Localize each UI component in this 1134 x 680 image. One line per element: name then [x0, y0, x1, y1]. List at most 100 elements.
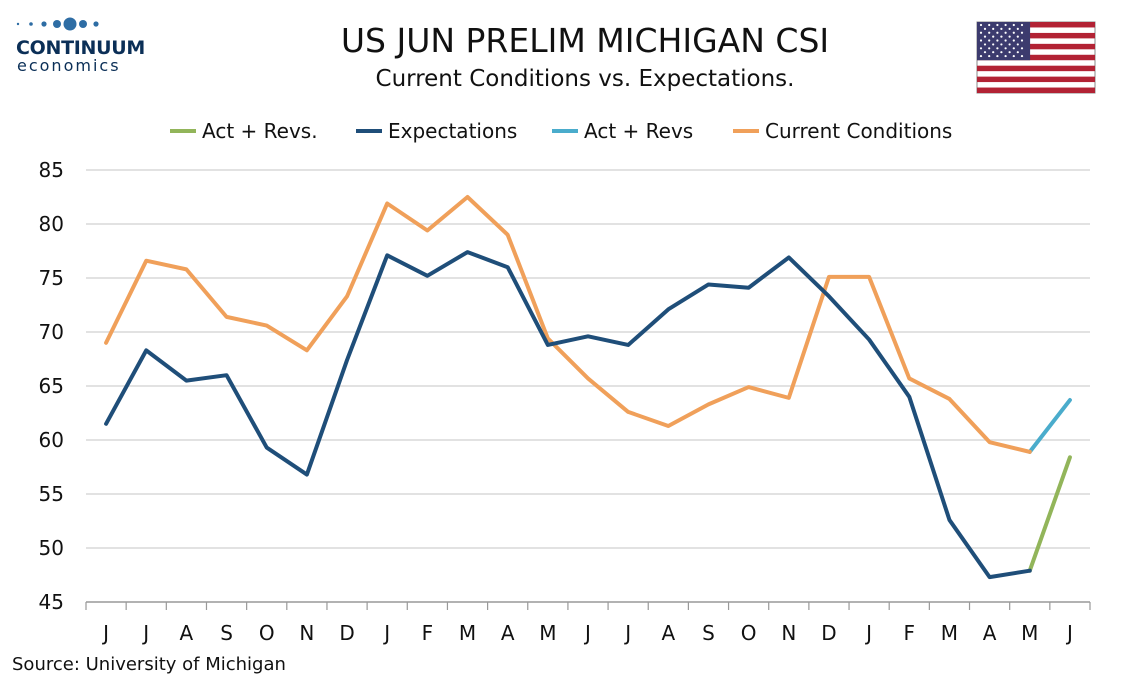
- flag-stripe: [977, 22, 1095, 28]
- us-flag-icon: [976, 21, 1096, 94]
- legend-label-act_revs_green: Act + Revs.: [202, 119, 318, 143]
- flag-star: [992, 51, 995, 54]
- legend: Act + Revs. Expectations Act + Revs Current…: [170, 119, 952, 143]
- flag-star: [1004, 47, 1007, 50]
- flag-star: [1004, 39, 1007, 42]
- x-tick-label: J: [583, 621, 591, 645]
- flag-stripe: [977, 65, 1095, 72]
- chart-subtitle: Current Conditions vs. Expectations.: [376, 66, 795, 92]
- flag-star: [1020, 54, 1024, 58]
- flag-star: [1016, 35, 1019, 38]
- y-tick-label: 55: [39, 482, 64, 506]
- flag-stripe: [977, 76, 1095, 83]
- x-tick-label: F: [422, 621, 434, 645]
- flag-star: [1012, 54, 1015, 58]
- flag-star: [979, 47, 983, 50]
- flag-star: [1020, 39, 1024, 42]
- logo-dot: [53, 20, 61, 28]
- flag-stripe: [977, 54, 1095, 61]
- logo-dot: [93, 21, 99, 27]
- series-line-act_revs_teal: [1027, 398, 1072, 454]
- x-tick-label: F: [904, 621, 916, 645]
- x-tick-label: J: [864, 621, 872, 645]
- x-tick-label: M: [539, 621, 556, 645]
- flag-star: [979, 31, 983, 34]
- flag-star: [1020, 31, 1024, 34]
- flag-star: [988, 23, 991, 27]
- flag-stripe: [977, 87, 1095, 93]
- flag-star: [1000, 51, 1003, 54]
- x-tick-label: J: [141, 621, 149, 645]
- flag-star: [996, 23, 999, 27]
- chart-title: US JUN PRELIM MICHIGAN CSI: [341, 21, 829, 60]
- flag-star: [1020, 23, 1024, 27]
- flag-stripe: [977, 43, 1095, 50]
- x-tick-label: J: [382, 621, 390, 645]
- y-tick-label: 45: [39, 590, 64, 614]
- flag-star: [988, 47, 991, 50]
- x-tick-label: M: [1021, 621, 1038, 645]
- legend-label-act_revs_teal: Act + Revs: [584, 119, 693, 143]
- x-tick-label: J: [101, 621, 109, 645]
- y-tick-label: 85: [39, 158, 64, 182]
- flag-star: [1000, 35, 1003, 38]
- x-tick-label: A: [180, 621, 194, 645]
- logo-line1: CONTINUUM: [16, 37, 145, 59]
- series-lines: [104, 195, 1072, 580]
- flag-star: [1008, 51, 1011, 54]
- flag-star: [1008, 43, 1011, 46]
- flag-stripe: [977, 32, 1095, 39]
- series-line-current: [104, 195, 1032, 454]
- series-line-expectations: [104, 250, 1032, 580]
- flag-star: [992, 43, 995, 46]
- x-tick-label: O: [259, 621, 275, 645]
- flag-star: [983, 43, 987, 46]
- flag-star: [1004, 23, 1007, 27]
- logo-dot: [41, 21, 47, 27]
- x-tick-label: A: [501, 621, 515, 645]
- flag-star: [1020, 47, 1024, 50]
- logo-dot: [79, 20, 87, 28]
- x-tick-label: D: [339, 621, 354, 645]
- logo-dot: [63, 17, 77, 31]
- flag-star: [1016, 51, 1019, 54]
- logo-dot: [29, 22, 33, 26]
- flag-star: [983, 51, 987, 54]
- flag-star: [979, 39, 983, 42]
- flag-star: [1008, 27, 1011, 30]
- legend-label-expectations: Expectations: [388, 119, 517, 143]
- flag-star: [1004, 54, 1007, 58]
- y-tick-label: 70: [39, 320, 64, 344]
- series-line-act_revs_green: [1027, 455, 1072, 573]
- x-tick-label: A: [661, 621, 675, 645]
- x-tick-label: A: [983, 621, 997, 645]
- x-tick-label: N: [781, 621, 796, 645]
- flag-star: [983, 35, 987, 38]
- flag-star: [1004, 31, 1007, 34]
- x-tick-label: M: [941, 621, 958, 645]
- flag-star: [1016, 43, 1019, 46]
- x-tick-label: J: [623, 621, 631, 645]
- y-tick-label: 60: [39, 428, 64, 452]
- flag-star: [1012, 23, 1015, 27]
- x-tick-label: N: [299, 621, 314, 645]
- y-tick-label: 75: [39, 266, 64, 290]
- x-tick-label: S: [220, 621, 233, 645]
- flag-star: [983, 27, 987, 30]
- flag-star: [992, 35, 995, 38]
- x-tick-label: O: [741, 621, 757, 645]
- y-tick-label: 65: [39, 374, 64, 398]
- flag-star: [979, 54, 983, 58]
- source-note: Source: University of Michigan: [12, 654, 286, 675]
- flag-star: [996, 54, 999, 58]
- legend-label-current: Current Conditions: [765, 119, 952, 143]
- flag-star: [996, 31, 999, 34]
- flag-star: [996, 47, 999, 50]
- flag-star: [1012, 39, 1015, 42]
- flag-star: [992, 27, 995, 30]
- flag-star: [988, 54, 991, 58]
- flag-star: [1000, 27, 1003, 30]
- logo-dot: [16, 22, 20, 26]
- flag-star: [988, 31, 991, 34]
